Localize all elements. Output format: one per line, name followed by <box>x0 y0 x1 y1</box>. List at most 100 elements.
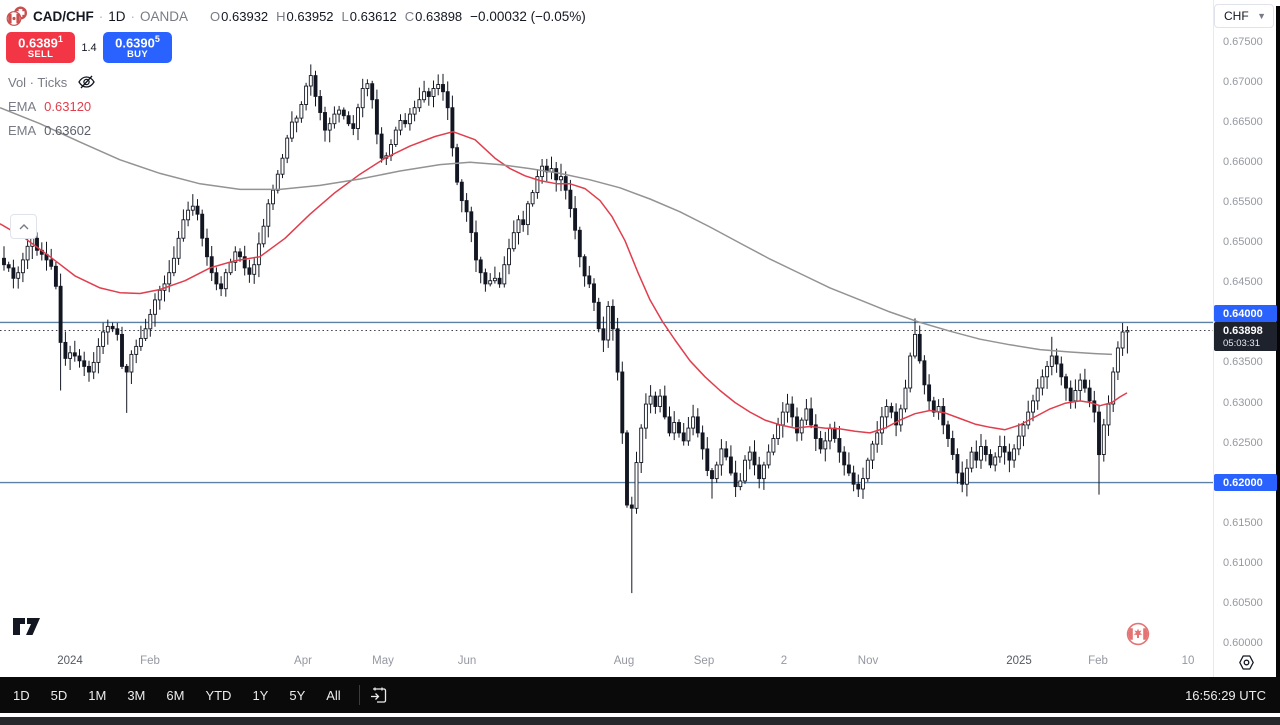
ema-fast-line[interactable] <box>0 130 1128 434</box>
range-button-5d[interactable]: 5D <box>50 687 68 703</box>
price-chart-canvas[interactable] <box>0 0 1213 648</box>
candle-body <box>799 419 804 434</box>
candle-body <box>795 416 799 434</box>
candle-body <box>87 365 91 373</box>
candle-body <box>1040 376 1045 389</box>
price-axis-tick: 0.64500 <box>1223 276 1263 289</box>
collapse-legend-button[interactable] <box>10 214 37 239</box>
symbol-name[interactable]: CAD/CHF <box>33 8 94 24</box>
canada-flag-event-icon[interactable] <box>1126 622 1150 646</box>
candle-body <box>289 121 294 139</box>
price-axis[interactable]: CHF ▼ 0.67500 0.67000 0.66500 0.66000 0.6550… <box>1213 0 1277 677</box>
ema-slow-row[interactable]: EMA 0.63602 <box>8 120 96 140</box>
candle-body <box>186 209 191 221</box>
candle-body <box>16 272 21 279</box>
ema-slow-label[interactable]: EMA <box>8 122 37 138</box>
time-axis[interactable]: 2024 Feb Apr May Jun Aug Sep 2 Nov 2025 Feb 10 <box>0 648 1213 677</box>
candle-body <box>417 99 422 109</box>
ohlc-key: C <box>404 8 415 24</box>
candle-body <box>327 123 332 131</box>
price-axis-tick: 0.61000 <box>1223 556 1263 569</box>
candle-body <box>1031 400 1035 413</box>
candle-body <box>804 408 809 421</box>
chevron-down-icon: ▼ <box>1257 11 1266 21</box>
candle-body <box>658 395 663 407</box>
range-button-ytd[interactable]: YTD <box>205 687 232 703</box>
candle-body <box>530 192 535 205</box>
currency-label: CHF <box>1224 9 1249 23</box>
candle-body <box>181 219 186 239</box>
candle-body <box>2 257 6 266</box>
range-button-1d[interactable]: 1D <box>13 687 30 703</box>
range-button-3m[interactable]: 3M <box>127 687 146 703</box>
candle-body <box>922 360 927 386</box>
candle-body <box>1002 446 1007 453</box>
clock-utc[interactable]: 16:56:29 UTC <box>1185 687 1266 703</box>
candle-body <box>1125 330 1130 333</box>
candle-body <box>77 355 82 362</box>
last-price-tag[interactable]: 0.63898 05:03:31 <box>1214 322 1277 352</box>
candlestick-series[interactable] <box>2 64 1130 594</box>
exchange-label[interactable]: OANDA <box>140 8 189 24</box>
volume-indicator-label[interactable]: Vol · Ticks <box>8 74 68 90</box>
price-axis-tick: 0.61500 <box>1223 516 1263 529</box>
tradingview-logo[interactable] <box>12 616 42 637</box>
range-button-all[interactable]: All <box>326 687 341 703</box>
candle-body <box>525 203 530 226</box>
candle-body <box>247 267 252 275</box>
candle-body <box>832 427 837 439</box>
trade-panel: 0.63891 SELL 1.4 0.63905 BUY <box>6 32 172 63</box>
candle-body <box>426 91 431 97</box>
candle-body <box>681 432 686 442</box>
currency-dropdown[interactable]: CHF ▼ <box>1214 4 1274 28</box>
candle-body <box>341 109 346 117</box>
volume-indicator-row[interactable]: Vol · Ticks <box>8 72 96 92</box>
ema-slow-value: 0.63602 <box>44 122 92 138</box>
ema-fast-label[interactable]: EMA <box>8 98 37 114</box>
currency-pair-icon <box>6 6 27 26</box>
candle-body <box>1073 390 1078 402</box>
candle-body <box>516 219 521 234</box>
price-axis-tick: 0.62500 <box>1223 436 1263 449</box>
candle-body <box>478 259 483 274</box>
range-button-5y[interactable]: 5Y <box>289 687 306 703</box>
timeframe-label[interactable]: 1D <box>108 8 126 24</box>
candle-body <box>1101 424 1106 455</box>
go-to-date-button[interactable] <box>369 686 388 705</box>
candle-body <box>969 451 974 469</box>
range-button-1m[interactable]: 1M <box>88 687 107 703</box>
candle-body <box>299 104 304 119</box>
candle-body <box>308 75 313 87</box>
candle-body <box>846 464 851 474</box>
ema-slow-line[interactable] <box>0 107 1113 356</box>
sell-button[interactable]: 0.63891 SELL <box>6 32 75 63</box>
time-axis-label: Feb <box>1088 655 1108 667</box>
eye-hidden-icon[interactable] <box>77 74 96 90</box>
ohlc-key: L <box>341 8 349 24</box>
candle-body <box>917 333 922 362</box>
level-price-tag[interactable]: 0.62000 <box>1214 474 1277 492</box>
symbol-header[interactable]: CAD/CHF · 1D · OANDA O 0.63932 H 0.63952 L 0.… <box>6 6 586 26</box>
ema-fast-row[interactable]: EMA 0.63120 <box>8 96 96 116</box>
indicator-legend: Vol · Ticks EMA 0.63120 EMA 0.63602 <box>8 72 96 239</box>
candle-body <box>913 333 917 357</box>
candle-body <box>242 256 247 269</box>
candle-body <box>474 232 478 261</box>
range-button-1y[interactable]: 1Y <box>252 687 269 703</box>
axis-settings-gear-icon[interactable] <box>1238 654 1255 676</box>
time-axis-label: 2024 <box>57 655 83 667</box>
candle-body <box>459 181 464 202</box>
candle-body <box>167 272 172 285</box>
time-axis-label: 10 <box>1181 655 1195 667</box>
candle-body <box>979 446 983 461</box>
candle-body <box>625 432 629 506</box>
range-button-6m[interactable]: 6M <box>166 687 185 703</box>
ohlc-key: O <box>210 8 221 24</box>
candle-body <box>1068 387 1073 402</box>
separator: · <box>98 8 104 24</box>
candle-body <box>294 117 299 123</box>
level-price-tag[interactable]: 0.64000 <box>1214 305 1277 323</box>
buy-button[interactable]: 0.63905 BUY <box>103 32 172 63</box>
candle-body <box>1049 355 1054 367</box>
candle-body <box>639 427 644 463</box>
